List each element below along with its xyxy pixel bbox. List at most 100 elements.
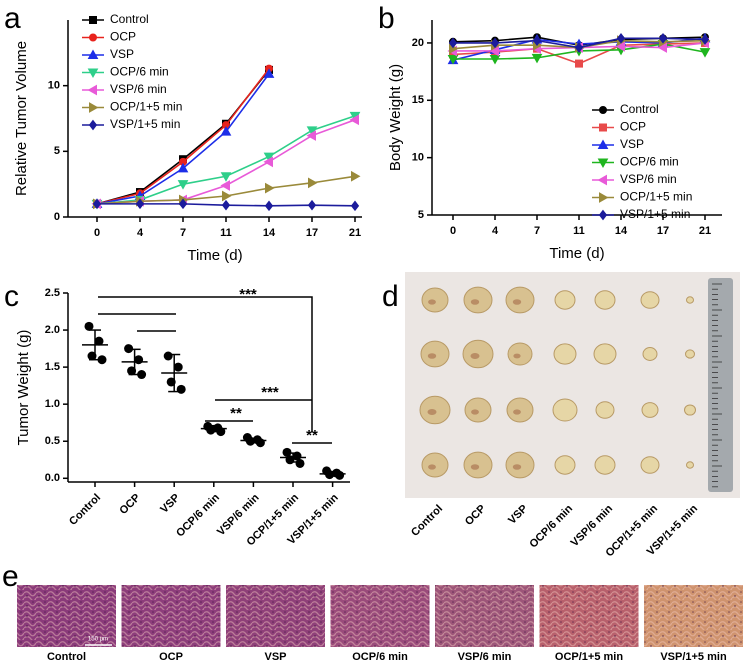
tumor xyxy=(553,343,577,365)
marker xyxy=(531,53,543,64)
histology-texture xyxy=(17,585,116,647)
marker xyxy=(532,35,542,46)
marker xyxy=(306,130,316,141)
tumor xyxy=(506,397,534,423)
x-tick-label: 7 xyxy=(534,225,540,237)
marker xyxy=(265,182,275,194)
tumor-spot xyxy=(471,409,479,415)
marker xyxy=(178,198,188,210)
marker xyxy=(490,37,500,49)
marker xyxy=(615,41,625,52)
marker xyxy=(350,200,360,212)
x-tick-label: 4 xyxy=(492,225,499,237)
marker xyxy=(599,106,607,114)
tumor-spot xyxy=(428,299,436,305)
legend-label: VSP/6 min xyxy=(620,172,677,186)
photo-label: VSP xyxy=(506,503,530,527)
marker xyxy=(92,198,102,210)
marker xyxy=(135,198,145,210)
marker xyxy=(447,55,459,65)
data-point xyxy=(134,355,144,365)
tumor xyxy=(421,452,449,478)
legend-label: VSP xyxy=(110,47,134,61)
photo-label: Control xyxy=(409,503,445,539)
y-tick-label: 1.5 xyxy=(45,361,60,373)
tumor xyxy=(463,451,493,479)
marker xyxy=(89,102,99,113)
y-axis-label: Relative Tumor Volume xyxy=(13,41,30,196)
legend-label: Control xyxy=(620,102,659,116)
tumor xyxy=(554,455,576,475)
data-point xyxy=(335,470,345,480)
marker xyxy=(87,49,99,59)
photo-label: VSP/6 min xyxy=(569,502,616,549)
marker xyxy=(220,126,232,136)
data-point xyxy=(97,355,107,365)
histology-texture xyxy=(226,585,325,647)
tumor-spot xyxy=(470,299,480,305)
panel-label: e xyxy=(2,560,19,593)
legend-label: OCP/1+5 min xyxy=(620,190,692,204)
x-tick-label: 14 xyxy=(615,225,628,237)
panel-label: d xyxy=(382,280,399,313)
marker xyxy=(700,34,710,45)
marker xyxy=(448,37,458,49)
tumor-spot xyxy=(513,409,521,415)
legend-label: OCP/1+5 min xyxy=(110,100,182,114)
marker xyxy=(222,190,232,202)
x-tick-label: 21 xyxy=(699,225,711,237)
histology-label: OCP xyxy=(159,651,183,663)
marker xyxy=(597,158,609,169)
marker xyxy=(89,16,97,24)
marker xyxy=(575,59,583,68)
marker xyxy=(598,209,608,221)
marker xyxy=(574,42,584,53)
y-tick-label: 5 xyxy=(418,209,424,221)
marker xyxy=(657,42,667,53)
data-point xyxy=(137,370,147,380)
annotation: ** xyxy=(230,405,242,422)
legend-label: OCP/6 min xyxy=(620,155,679,169)
tumor xyxy=(640,456,660,474)
tumor xyxy=(684,404,696,416)
tumor xyxy=(507,342,533,366)
marker xyxy=(88,119,98,131)
marker xyxy=(489,55,501,65)
y-tick-label: 20 xyxy=(412,37,424,49)
annotation: *** xyxy=(261,384,279,401)
marker xyxy=(599,192,609,203)
marker xyxy=(306,126,318,136)
marker xyxy=(177,162,189,173)
tumor xyxy=(642,347,658,361)
histology-texture xyxy=(539,585,639,647)
legend-label: VSP/1+5 min xyxy=(620,207,690,221)
x-axis-label: Time (d) xyxy=(187,247,242,264)
marker xyxy=(349,114,359,126)
y-tick-label: 1.0 xyxy=(45,398,60,410)
y-tick-label: 0 xyxy=(54,211,60,223)
tumor xyxy=(593,343,617,365)
tumor xyxy=(686,296,694,304)
data-point xyxy=(173,362,183,372)
histology-texture xyxy=(121,585,221,647)
tumor xyxy=(641,402,659,418)
data-point xyxy=(94,336,104,346)
marker xyxy=(87,68,99,79)
y-tick-label: 10 xyxy=(48,80,60,92)
tumor xyxy=(505,451,535,479)
y-tick-label: 2.5 xyxy=(45,287,60,299)
marker xyxy=(616,33,626,44)
x-tick-label: OCP/6 min xyxy=(174,491,222,539)
tumor-spot xyxy=(428,464,436,470)
histology-label: VSP xyxy=(264,651,286,663)
bracket xyxy=(98,296,313,432)
marker xyxy=(597,139,609,149)
marker xyxy=(597,174,607,186)
x-tick-label: 0 xyxy=(450,225,456,237)
annotation: *** xyxy=(239,286,257,303)
tumor xyxy=(421,287,449,313)
histology-label: VSP/1+5 min xyxy=(660,651,727,663)
ruler xyxy=(708,278,733,492)
tumor-spot xyxy=(470,464,480,470)
